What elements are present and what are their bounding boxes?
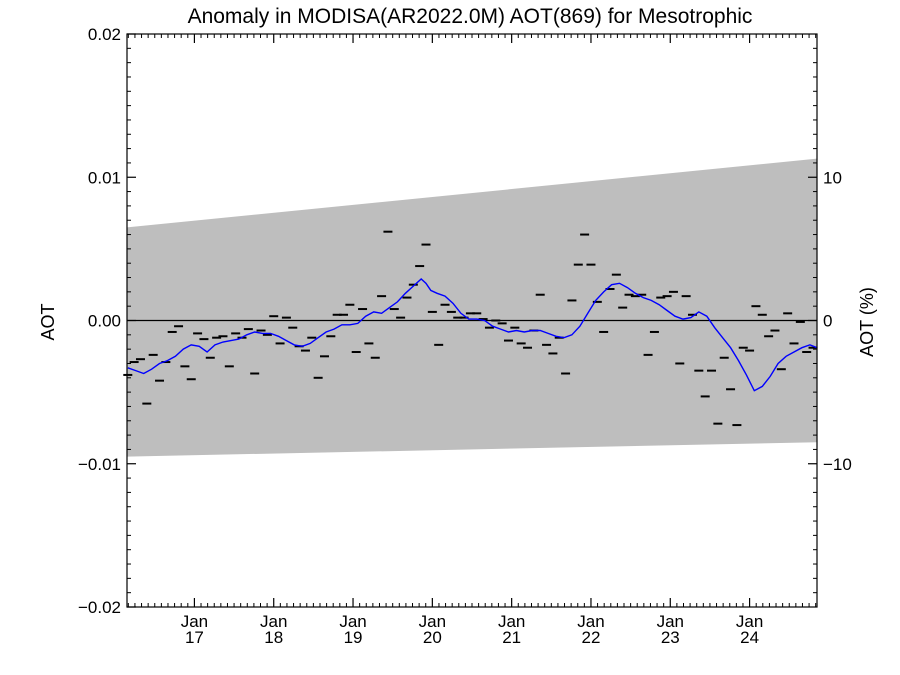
x-tick-label-month: Jan bbox=[577, 612, 604, 631]
y-tick-label: 0.02 bbox=[88, 25, 121, 44]
running-mean-line bbox=[127, 278, 818, 392]
uncertainty-band bbox=[127, 158, 817, 457]
x-tick-label-month: Jan bbox=[657, 612, 684, 631]
y-tick-label: −0.01 bbox=[78, 455, 121, 474]
y-tick-label: 0.00 bbox=[88, 312, 121, 331]
x-tick-label-year: 24 bbox=[740, 628, 759, 647]
y-right-tick-label: 10 bbox=[823, 168, 842, 187]
y-tick-label: −0.02 bbox=[78, 598, 121, 617]
x-tick-label-month: Jan bbox=[498, 612, 525, 631]
y-axis-left: 0.02 0.01 0.00 −0.01 −0.02 bbox=[78, 25, 136, 617]
y-right-tick-label: 0 bbox=[823, 312, 832, 331]
x-tick-label-month: Jan bbox=[339, 612, 366, 631]
x-tick-label-year: 21 bbox=[502, 628, 521, 647]
x-tick-label-year: 20 bbox=[423, 628, 442, 647]
y-axis-label-right: AOT (%) bbox=[857, 287, 877, 357]
x-tick-label-month: Jan bbox=[736, 612, 763, 631]
y-axis-label-left: AOT bbox=[38, 303, 58, 340]
x-tick-label-year: 18 bbox=[264, 628, 283, 647]
x-tick-label-year: 22 bbox=[582, 628, 601, 647]
x-tick-label-year: 17 bbox=[185, 628, 204, 647]
y-axis-right: 10 0 −10 bbox=[808, 47, 852, 594]
x-tick-label-month: Jan bbox=[181, 612, 208, 631]
chart-title: Anomaly in MODISA(AR2022.0M) AOT(869) fo… bbox=[188, 5, 753, 28]
x-tick-label-month: Jan bbox=[260, 612, 287, 631]
y-right-tick-label: −10 bbox=[823, 455, 852, 474]
x-tick-label-year: 19 bbox=[344, 628, 363, 647]
y-tick-label: 0.01 bbox=[88, 168, 121, 187]
x-tick-label-month: Jan bbox=[419, 612, 446, 631]
x-tick-label-year: 23 bbox=[661, 628, 680, 647]
